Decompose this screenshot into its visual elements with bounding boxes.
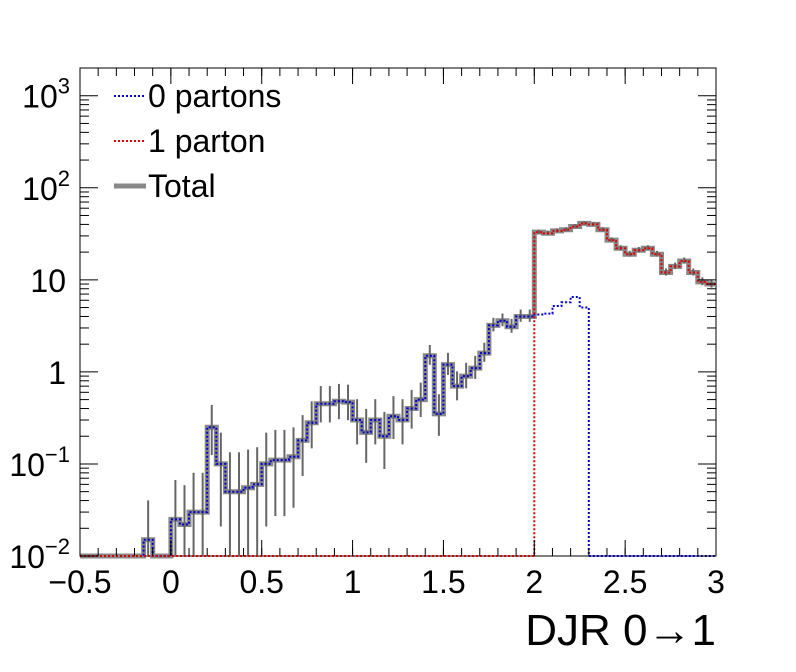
y-tick-label: 10−1 bbox=[9, 442, 70, 483]
series-line-1-parton bbox=[80, 222, 716, 557]
series-layer bbox=[80, 220, 716, 559]
y-tick-label: 10 bbox=[30, 263, 66, 299]
x-axis-label: DJR 0→1 bbox=[525, 606, 716, 655]
y-tick-label: 1 bbox=[48, 355, 66, 391]
legend-label: 0 partons bbox=[148, 78, 281, 114]
legend-label: Total bbox=[148, 168, 216, 204]
y-tick-label: 103 bbox=[22, 74, 70, 115]
series-line-0-partons bbox=[80, 296, 716, 557]
axes-layer: −0.5 0 0.5 1 1.5 2 2.5 3 10−2 10−1 1 10 102 103 bbox=[9, 67, 725, 600]
x-tick-label: 3 bbox=[707, 564, 725, 600]
y-tick-label: 10−2 bbox=[9, 534, 70, 575]
x-tick-label: 0 bbox=[162, 564, 180, 600]
y-tick-label: 102 bbox=[22, 166, 70, 207]
x-tick-label: 1 bbox=[344, 564, 362, 600]
plot-frame bbox=[79, 67, 717, 557]
x-tick-label: 2.5 bbox=[603, 564, 647, 600]
x-tick-label: 1.5 bbox=[421, 564, 465, 600]
legend: 0 partons 1 parton Total bbox=[114, 78, 281, 204]
x-tick-label: 0.5 bbox=[239, 564, 283, 600]
x-tick-label: 2 bbox=[525, 564, 543, 600]
x-tick-label: −0.5 bbox=[48, 564, 111, 600]
legend-label: 1 parton bbox=[148, 123, 265, 159]
